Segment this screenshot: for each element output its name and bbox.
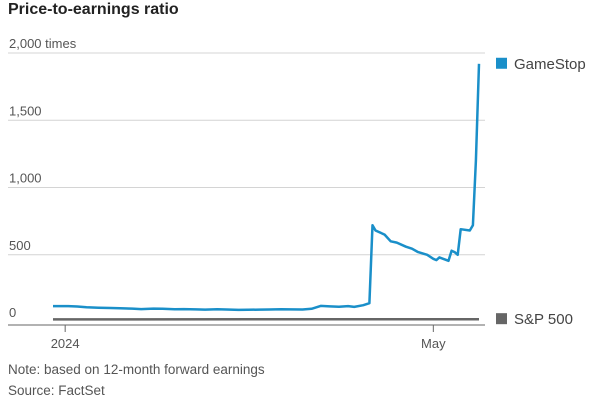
x-axis: 2024 May xyxy=(8,324,485,351)
legend-label-gamestop: GameStop xyxy=(514,56,586,73)
y-tick-label: 500 xyxy=(9,238,31,253)
y-tick-label: 1,500 xyxy=(9,103,42,118)
legend-label-s-p-500: S&P 500 xyxy=(514,311,573,328)
chart-source: Source: FactSet xyxy=(8,383,105,398)
grid-lines xyxy=(8,52,485,256)
chart-note: Note: based on 12-month forward earnings xyxy=(8,362,265,377)
y-axis-ticks: 2,000 times 1,500 1,000 500 0 xyxy=(9,36,77,320)
legend-swatch-gamestop xyxy=(496,57,507,69)
y-tick-label: 1,000 xyxy=(9,171,42,186)
x-tick-label: May xyxy=(421,336,446,351)
y-tick-label: 2,000 times xyxy=(9,36,77,51)
x-tick-label: 2024 xyxy=(51,336,80,351)
y-tick-label: 0 xyxy=(9,305,16,320)
legend-swatch-s-p-500 xyxy=(496,313,507,325)
chart-title: Price-to-earnings ratio xyxy=(8,1,179,18)
series-lines xyxy=(52,63,481,321)
legend: GameStop S&P 500 xyxy=(496,56,586,328)
series-line-gamestop xyxy=(53,63,481,312)
